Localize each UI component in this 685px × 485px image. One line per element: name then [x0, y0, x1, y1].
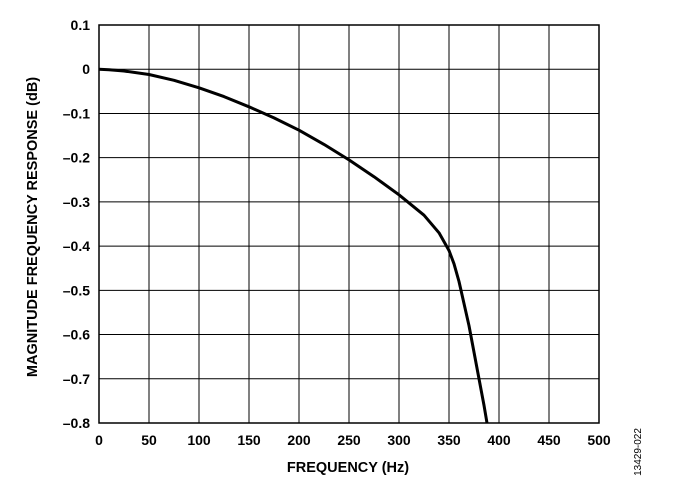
- x-tick-label: 200: [287, 432, 311, 448]
- y-tick-label: –0.6: [63, 327, 90, 343]
- grid: [98, 24, 600, 424]
- y-tick-label: –0.8: [63, 415, 90, 431]
- x-tick-label: 150: [237, 432, 261, 448]
- y-tick-label: –0.3: [63, 194, 90, 210]
- x-tick-label: 500: [587, 432, 611, 448]
- x-tick-label: 350: [437, 432, 461, 448]
- y-tick-label: –0.5: [63, 282, 90, 298]
- y-tick-label: 0.1: [71, 17, 91, 33]
- series-layer: [98, 67, 489, 424]
- x-tick-label: 300: [387, 432, 411, 448]
- y-tick-label: –0.2: [63, 150, 90, 166]
- y-tick-label: 0: [82, 61, 90, 77]
- x-tick-label: 50: [141, 432, 157, 448]
- x-tick-label: 400: [487, 432, 511, 448]
- y-tick-labels: 0.1 0 –0.1 –0.2 –0.3 –0.4 –0.5 –0.6 –0.7 –0.8: [63, 17, 90, 431]
- x-tick-labels: 0 50 100 150 200 250 300 350 400 450 500: [95, 432, 611, 448]
- figure-id: 13429-022: [633, 428, 644, 476]
- x-tick-label: 0: [95, 432, 103, 448]
- x-tick-label: 450: [537, 432, 561, 448]
- y-tick-label: –0.4: [63, 238, 90, 254]
- x-tick-label: 100: [187, 432, 211, 448]
- x-axis-title: FREQUENCY (Hz): [287, 460, 409, 476]
- y-tick-label: –0.7: [63, 371, 90, 387]
- y-tick-label: –0.1: [63, 105, 90, 121]
- plot-frame: [98, 24, 600, 424]
- y-axis-title: MAGNITUDE FREQUENCY RESPONSE (dB): [25, 77, 41, 377]
- series-line: [98, 67, 489, 424]
- x-tick-label: 250: [337, 432, 361, 448]
